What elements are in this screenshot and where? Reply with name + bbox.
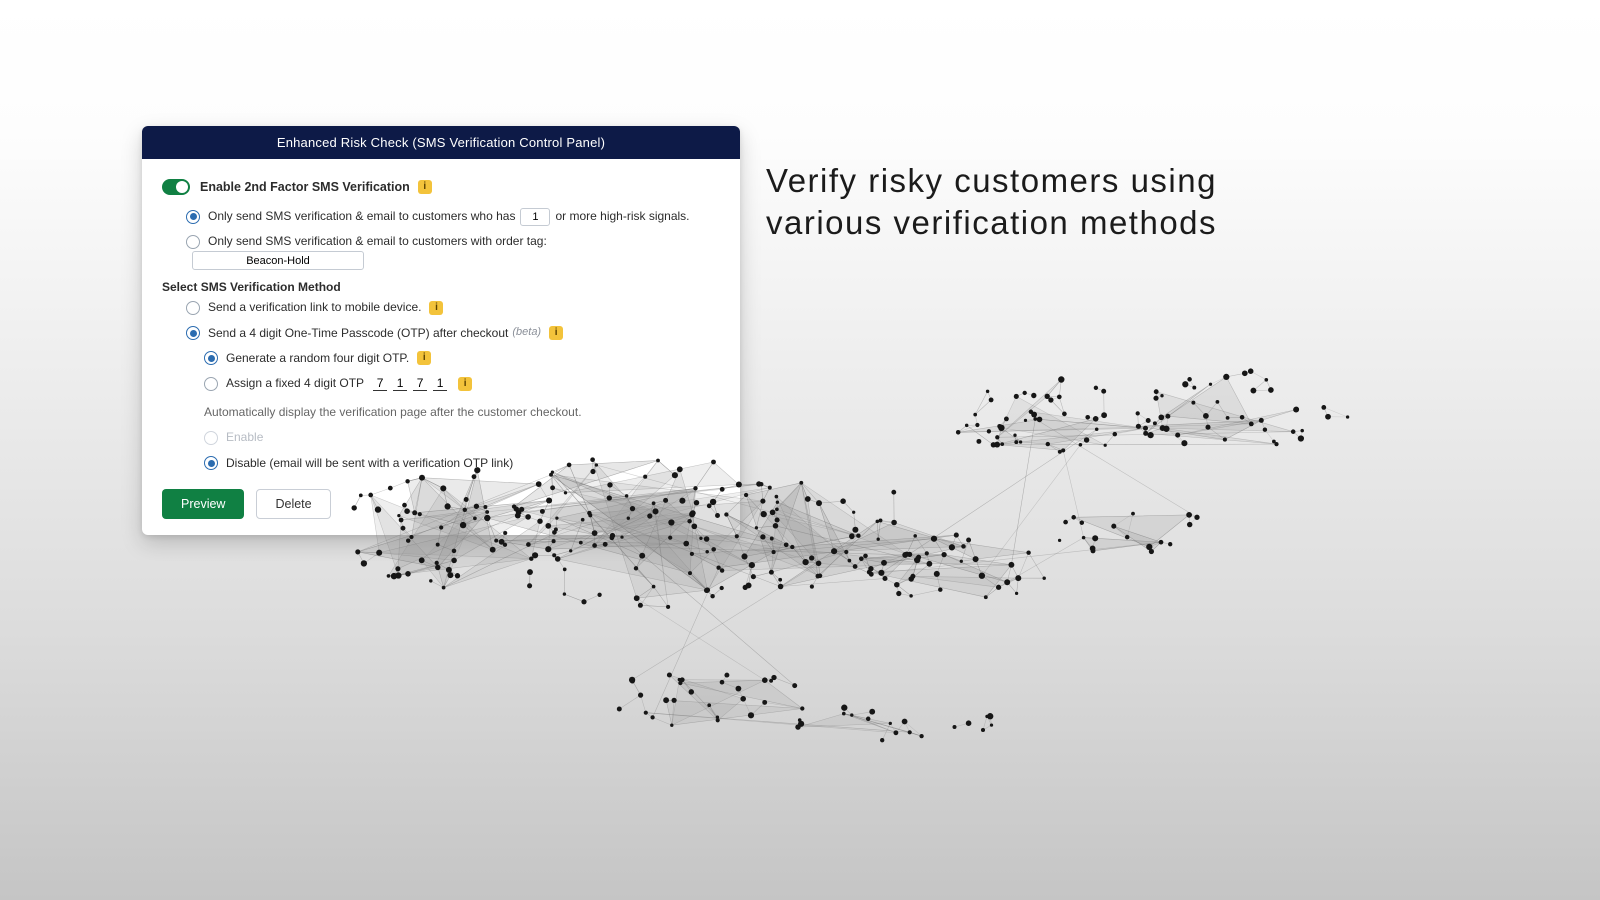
auto-disable-row: Disable (email will be sent with a verif… [162,454,720,473]
order-tag-input[interactable] [192,251,364,270]
method-otp-row: Send a 4 digit One-Time Passcode (OTP) a… [162,324,720,343]
order-tag-label: Only send SMS verification & email to cu… [208,232,547,251]
panel-body: Enable 2nd Factor SMS Verification i Onl… [142,159,740,535]
otp-digit-4[interactable] [433,376,447,391]
radio-method-link[interactable] [186,301,200,315]
otp-digit-2[interactable] [393,376,407,391]
otp-random-label: Generate a random four digit OTP. [226,349,409,368]
info-icon[interactable]: i [429,301,443,315]
panel-title: Enhanced Risk Check (SMS Verification Co… [142,126,740,159]
method-link-label: Send a verification link to mobile devic… [208,298,421,317]
button-row: Preview Delete [162,489,720,519]
beta-tag: (beta) [512,324,541,342]
radio-auto-disable[interactable] [204,456,218,470]
auto-enable-label: Enable [226,428,263,447]
send-tag-row: Only send SMS verification & email to cu… [162,232,720,270]
radio-auto-enable[interactable] [204,431,218,445]
info-icon[interactable]: i [458,377,472,391]
otp-fixed-label: Assign a fixed 4 digit OTP [226,374,364,393]
auto-display-intro: Automatically display the verification p… [162,403,720,422]
enable-toggle-row: Enable 2nd Factor SMS Verification i [162,177,720,197]
sms-verification-panel: Enhanced Risk Check (SMS Verification Co… [142,126,740,535]
auto-enable-row: Enable [162,428,720,447]
signals-count-input[interactable] [520,208,550,226]
otp-random-row: Generate a random four digit OTP. i [162,349,720,368]
signals-pre-text: Only send SMS verification & email to cu… [208,207,515,226]
info-icon[interactable]: i [417,351,431,365]
headline-line-1: Verify risky customers using [766,160,1217,202]
method-section-title: Select SMS Verification Method [162,280,720,294]
enable-toggle[interactable] [162,179,190,195]
otp-fixed-row: Assign a fixed 4 digit OTP i [162,374,720,393]
signals-post-text: or more high-risk signals. [555,207,689,226]
send-signals-row: Only send SMS verification & email to cu… [162,207,720,226]
radio-otp-random[interactable] [204,351,218,365]
method-link-row: Send a verification link to mobile devic… [162,298,720,317]
radio-otp-fixed[interactable] [204,377,218,391]
radio-method-otp[interactable] [186,326,200,340]
otp-digit-1[interactable] [373,376,387,391]
info-icon[interactable]: i [418,180,432,194]
delete-button[interactable]: Delete [256,489,330,519]
marketing-headline: Verify risky customers using various ver… [766,160,1217,244]
radio-signals[interactable] [186,210,200,224]
auto-disable-label: Disable (email will be sent with a verif… [226,454,513,473]
headline-line-2: various verification methods [766,202,1217,244]
radio-order-tag[interactable] [186,235,200,249]
method-otp-label: Send a 4 digit One-Time Passcode (OTP) a… [208,324,508,343]
otp-digit-3[interactable] [413,376,427,391]
preview-button[interactable]: Preview [162,489,244,519]
enable-toggle-label: Enable 2nd Factor SMS Verification [200,177,410,197]
info-icon[interactable]: i [549,326,563,340]
